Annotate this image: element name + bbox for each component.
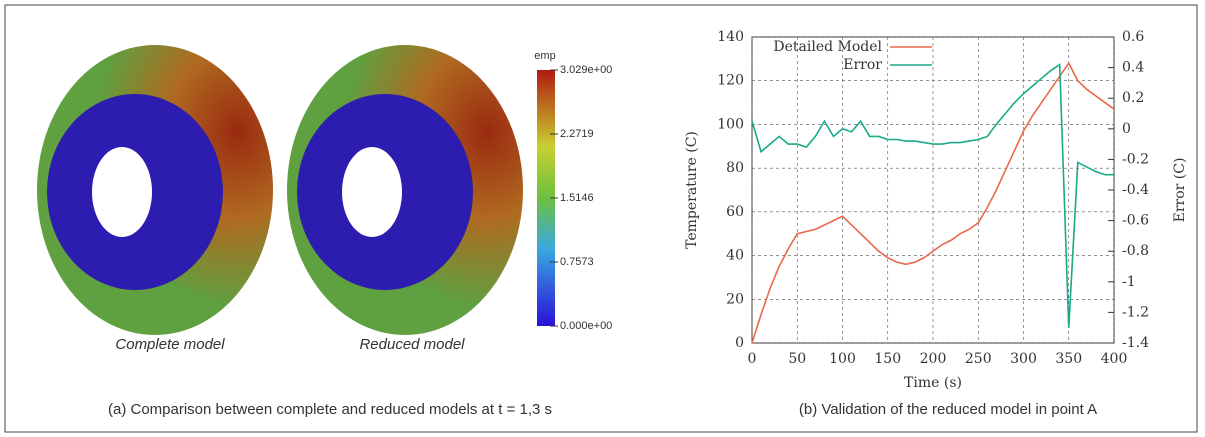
x-tick-label: 150 [874, 351, 901, 367]
y-tick-label: 80 [726, 160, 744, 176]
colorbar-tick-label: 3.029e+00 [560, 64, 612, 76]
colorbar-tick-label: 1.5146 [560, 192, 594, 204]
y2-tick-label: 0 [1122, 121, 1131, 137]
x-tick-label: 0 [748, 351, 757, 367]
y-tick-label: 0 [735, 335, 744, 351]
caption: (a) Comparison between complete and redu… [108, 401, 552, 418]
x-axis-label: Time (s) [904, 375, 962, 391]
legend-label: Detailed Model [773, 39, 882, 55]
y2-tick-label: -0.2 [1122, 151, 1149, 167]
model-label: Reduced model [359, 336, 465, 353]
colorbar-tick-label: 2.2719 [560, 128, 594, 140]
model-label: Complete model [115, 336, 225, 353]
y2-tick-label: -1.2 [1122, 304, 1149, 320]
y2-tick-label: -0.6 [1122, 213, 1149, 229]
disc-complete [37, 45, 273, 335]
y-tick-label: 40 [726, 248, 744, 264]
caption: (b) Validation of the reduced model in p… [799, 401, 1097, 418]
y-axis-label: Temperature (C) [684, 131, 700, 249]
x-tick-label: 350 [1055, 351, 1082, 367]
legend-label: Error [843, 57, 882, 73]
figure: emp Complete model Reduced model (a) Com… [0, 0, 1205, 437]
colorbar-tick-label: 0.000e+00 [560, 320, 612, 332]
y-tick-label: 100 [717, 116, 744, 132]
colorbar-tick-label: 0.7573 [560, 256, 594, 268]
y-tick-label: 120 [717, 73, 744, 89]
y2-tick-label: -0.4 [1122, 182, 1149, 198]
x-tick-label: 400 [1101, 351, 1128, 367]
x-tick-label: 250 [965, 351, 992, 367]
y2-tick-label: 0.4 [1122, 60, 1144, 76]
y2-tick-label: -1 [1122, 274, 1136, 290]
y2-tick-label: -1.4 [1122, 335, 1149, 351]
disc-reduced [287, 45, 523, 335]
y2-axis-label: Error (C) [1172, 158, 1188, 223]
colorbar-title: emp [534, 50, 555, 62]
x-tick-label: 100 [829, 351, 856, 367]
y2-tick-label: 0.2 [1122, 90, 1144, 106]
x-tick-label: 200 [920, 351, 947, 367]
y-tick-label: 60 [726, 204, 744, 220]
y2-tick-label: -0.8 [1122, 243, 1149, 259]
y-tick-label: 140 [717, 29, 744, 45]
y2-tick-label: 0.6 [1122, 29, 1144, 45]
x-tick-label: 50 [788, 351, 806, 367]
x-tick-label: 300 [1010, 351, 1037, 367]
y-tick-label: 20 [726, 291, 744, 307]
